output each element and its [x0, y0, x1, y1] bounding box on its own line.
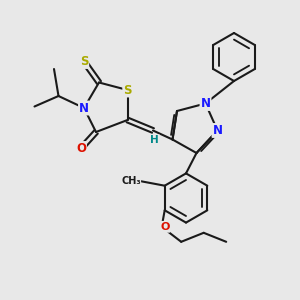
Text: O: O: [160, 222, 169, 232]
Text: H: H: [150, 135, 159, 145]
Text: N: N: [212, 124, 223, 137]
Text: CH₃: CH₃: [121, 176, 141, 186]
Text: N: N: [200, 97, 211, 110]
Text: N: N: [79, 101, 89, 115]
Text: S: S: [80, 55, 88, 68]
Text: S: S: [123, 83, 132, 97]
Text: O: O: [76, 142, 86, 155]
